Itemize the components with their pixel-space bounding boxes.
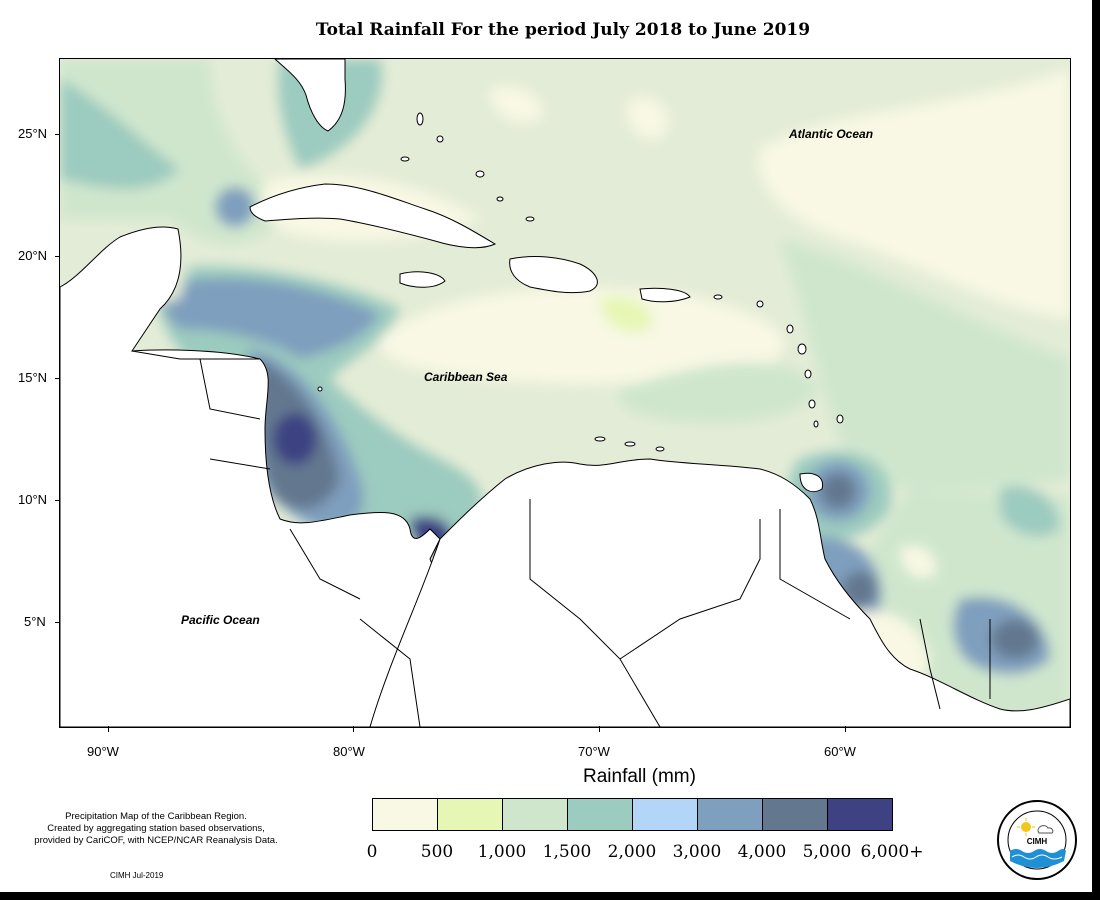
legend-label: 1,000 xyxy=(477,842,527,862)
legend-label: 5,000 xyxy=(802,842,852,862)
note-line-3: provided by CariCOF, with NCEP/NCAR Rean… xyxy=(34,835,278,846)
lon-tick xyxy=(353,726,354,732)
svg-text:CIMH: CIMH xyxy=(1027,837,1048,846)
legend-swatch xyxy=(698,799,763,830)
lat-tick xyxy=(55,500,60,501)
map-title: Total Rainfall For the period July 2018 … xyxy=(315,20,811,40)
note-line-1: Precipitation Map of the Caribbean Regio… xyxy=(65,811,247,822)
legend-swatch xyxy=(568,799,633,830)
lon-label-70w: 70°W xyxy=(578,744,610,759)
legend-swatch xyxy=(763,799,828,830)
lon-tick xyxy=(599,726,600,732)
note-line-2: Created by aggregating station based obs… xyxy=(47,823,265,834)
country-borders xyxy=(131,350,991,727)
islands xyxy=(317,112,844,452)
cimh-logo: CIMH xyxy=(996,799,1078,886)
legend-label: 0 xyxy=(366,842,378,862)
lat-tick xyxy=(55,134,60,135)
lat-label-15n: 15°N xyxy=(18,370,48,385)
sun-icon xyxy=(1021,822,1031,832)
lat-tick xyxy=(55,378,60,379)
label-pacific-ocean: Pacific Ocean xyxy=(181,613,260,627)
label-atlantic-ocean: Atlantic Ocean xyxy=(789,127,874,141)
lon-tick xyxy=(108,726,109,732)
legend-label: 3,000 xyxy=(672,842,722,862)
lon-label-60w: 60°W xyxy=(824,744,856,759)
lon-label-80w: 80°W xyxy=(333,744,365,759)
legend-swatch xyxy=(828,799,892,830)
legend-swatch xyxy=(503,799,568,830)
lat-label-5n: 5°N xyxy=(24,614,46,629)
legend-label: 2,000 xyxy=(607,842,657,862)
legend-label: 4,000 xyxy=(737,842,787,862)
cloud-icon xyxy=(1037,825,1054,834)
lat-tick xyxy=(55,256,60,257)
land-masses xyxy=(60,59,1070,727)
legend-title: Rainfall (mm) xyxy=(583,766,696,787)
lat-tick xyxy=(55,622,60,623)
legend-swatch xyxy=(438,799,503,830)
lat-label-10n: 10°N xyxy=(18,492,48,507)
lon-label-90w: 90°W xyxy=(87,744,119,759)
lon-tick xyxy=(845,726,846,732)
legend-label: 6,000+ xyxy=(860,842,924,862)
lat-label-20n: 20°N xyxy=(18,248,48,263)
lat-label-25n: 25°N xyxy=(18,126,48,141)
label-caribbean-sea: Caribbean Sea xyxy=(424,370,508,384)
legend-swatch xyxy=(373,799,438,830)
legend-swatch xyxy=(633,799,698,830)
rainfall-map xyxy=(59,58,1071,728)
map-notes: Precipitation Map of the Caribbean Regio… xyxy=(8,811,304,847)
legend-color-bar xyxy=(372,798,893,831)
credit-text: CIMH Jul-2019 xyxy=(110,871,164,880)
legend-label: 1,500 xyxy=(542,842,592,862)
legend-label: 500 xyxy=(420,842,454,862)
rainfall-field xyxy=(60,59,1070,727)
